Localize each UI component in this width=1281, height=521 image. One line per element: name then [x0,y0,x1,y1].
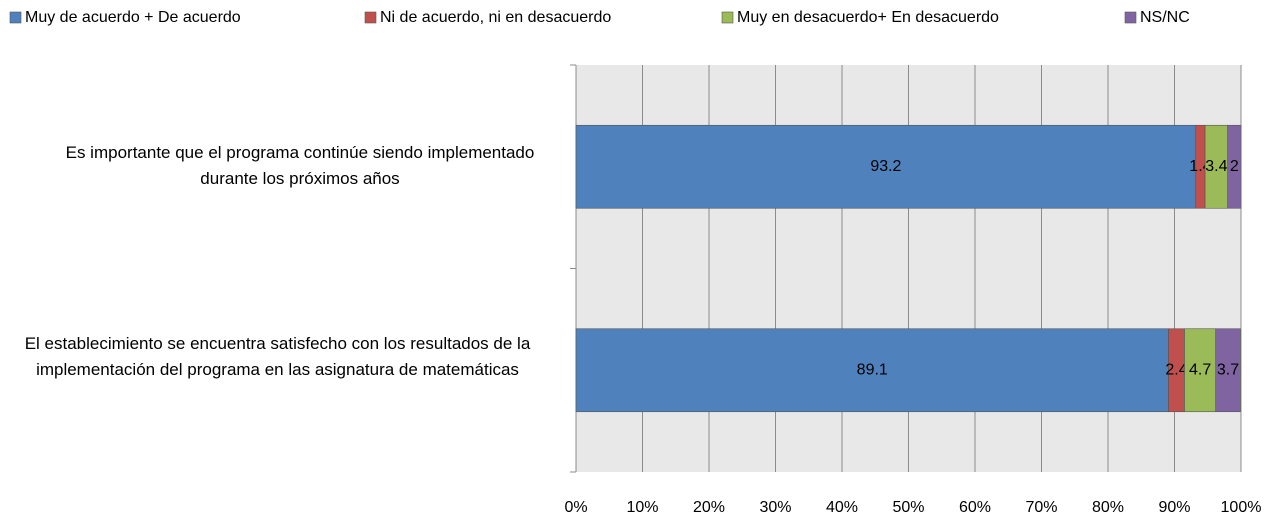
x-tick-label: 50% [892,499,924,516]
data-label: 89.1 [857,361,888,378]
legend-label: Muy de acuerdo + De acuerdo [25,9,241,26]
bar-segment [575,328,1169,413]
data-label: 3.7 [1217,361,1239,378]
data-label: 2.4 [1165,361,1187,378]
x-tick-label: 30% [759,499,791,516]
bar-segment [1227,124,1242,209]
data-label: 3.4 [1205,158,1227,175]
bar-segment [1184,328,1217,413]
x-tick-label: 80% [1092,499,1124,516]
x-tick-label: 70% [1025,499,1057,516]
bar-segment [575,124,1197,209]
bar-segment [1215,328,1241,413]
category-label: Es importante que el programa continúe s… [65,143,535,188]
x-tick-label: 100% [1221,499,1262,516]
legend-swatch [721,11,734,24]
data-label: 93.2 [870,158,901,175]
x-tick-label: 90% [1158,499,1190,516]
category-label: El establecimiento se encuentra satisfec… [24,334,531,379]
legend-swatch [9,11,22,24]
legend-label: NS/NC [1140,9,1190,26]
data-label: 2 [1230,158,1239,175]
data-label: 4.7 [1189,361,1211,378]
legend-swatch [1124,11,1137,24]
x-tick-label: 60% [959,499,991,516]
x-tick-label: 20% [693,499,725,516]
x-tick-label: 40% [826,499,858,516]
legend-label: Ni de acuerdo, ni en desacuerdo [380,9,611,26]
x-tick-label: 0% [564,499,587,516]
legend-label: Muy en desacuerdo+ En desacuerdo [737,9,999,26]
x-tick-label: 10% [626,499,658,516]
legend-swatch [364,11,377,24]
